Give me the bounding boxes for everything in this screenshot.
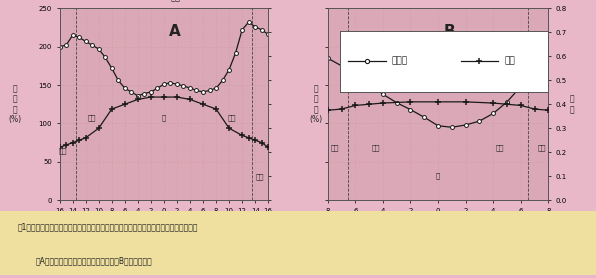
Text: 高: 高 <box>436 172 440 179</box>
Text: 辺材: 辺材 <box>537 145 546 151</box>
Text: 心材: 心材 <box>496 145 504 151</box>
Text: 比重: 比重 <box>505 57 516 66</box>
X-axis label: 高からの距離（cm）: 高からの距離（cm） <box>414 218 462 227</box>
Text: 比
重: 比 重 <box>570 95 575 114</box>
Text: B: B <box>443 24 455 39</box>
Text: 心材: 心材 <box>228 114 237 121</box>
Text: 比重: 比重 <box>171 0 181 3</box>
Text: 含水率: 含水率 <box>392 57 408 66</box>
X-axis label: 高からの距離（cm）: 高からの距離（cm） <box>139 218 188 227</box>
Text: 辺材: 辺材 <box>256 174 265 180</box>
Text: 辺材: 辺材 <box>330 145 339 151</box>
Text: 含
水
率
(%): 含 水 率 (%) <box>8 84 21 124</box>
Text: 心材: 心材 <box>88 114 97 121</box>
Text: 高: 高 <box>162 114 166 121</box>
Text: A: A <box>169 24 180 39</box>
Text: 図1　樹幹横断面の生材含水率と比重分布。比重の低い心材中央部で含水率が高い個体: 図1 樹幹横断面の生材含水率と比重分布。比重の低い心材中央部で含水率が高い個体 <box>18 223 198 232</box>
Text: （A：多湿心材を含む）と，低い個体（B：健全材）。: （A：多湿心材を含む）と，低い個体（B：健全材）。 <box>36 256 153 265</box>
Text: 心材: 心材 <box>372 145 380 151</box>
Text: 含
水
率
(%): 含 水 率 (%) <box>309 84 322 124</box>
Text: 辺材: 辺材 <box>58 147 67 153</box>
